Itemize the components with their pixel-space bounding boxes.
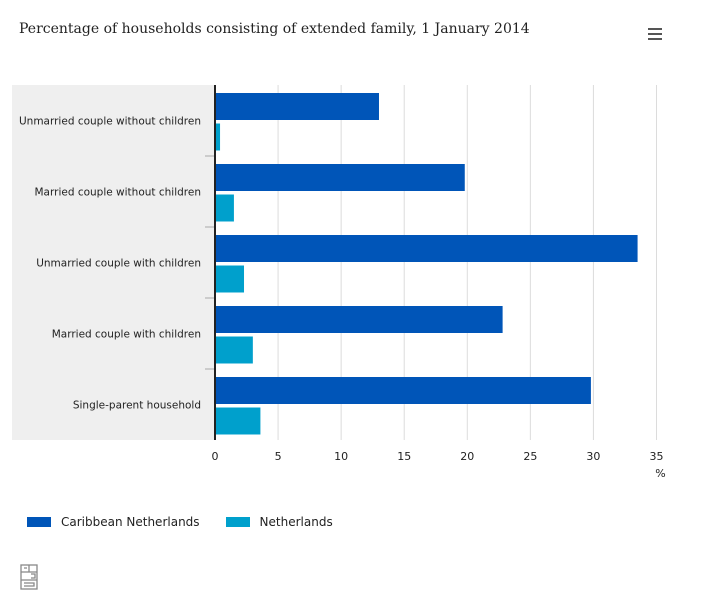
legend-label: Caribbean Netherlands <box>61 515 200 529</box>
legend-item-netherlands[interactable]: Netherlands <box>225 515 333 529</box>
x-tick-label: 15 <box>397 450 411 463</box>
cbs-logo <box>20 564 38 590</box>
category-label: Married couple with children <box>52 329 201 341</box>
legend-swatch <box>27 517 51 527</box>
bar-caribbean-netherlands <box>215 306 503 333</box>
bar-netherlands <box>215 265 245 293</box>
bar-caribbean-netherlands <box>215 93 379 120</box>
bar-caribbean-netherlands <box>215 164 465 191</box>
hamburger-menu-icon[interactable] <box>648 28 662 41</box>
category-label: Unmarried couple with children <box>36 258 201 270</box>
legend-label: Netherlands <box>259 515 333 529</box>
x-tick-label: 35 <box>650 450 664 463</box>
x-tick-label: 5 <box>275 450 282 463</box>
x-tick-label: 30 <box>586 450 600 463</box>
chart-title: Percentage of households consisting of e… <box>19 21 530 37</box>
x-tick-label: 10 <box>334 450 348 463</box>
x-tick-label: 25 <box>523 450 537 463</box>
legend-item-caribbean-netherlands[interactable]: Caribbean Netherlands <box>27 515 200 529</box>
bar-chart: 0 5 10 15 20 25 30 35% Unmarried couple without … <box>12 85 666 480</box>
bar-netherlands <box>215 407 261 435</box>
legend: Caribbean Netherlands Netherlands <box>27 515 333 529</box>
category-label-area <box>12 85 215 440</box>
category-label: Single-parent household <box>73 400 201 412</box>
bar-caribbean-netherlands <box>215 377 591 404</box>
x-tick-label: 20 <box>460 450 474 463</box>
bar-netherlands <box>215 194 234 222</box>
bar-netherlands <box>215 123 221 151</box>
legend-swatch <box>225 517 250 527</box>
bar-caribbean-netherlands <box>215 235 638 262</box>
x-axis-unit: % <box>655 467 665 480</box>
category-label: Unmarried couple without children <box>19 116 201 128</box>
x-tick-label: 0 <box>212 450 219 463</box>
bar-netherlands <box>215 336 253 364</box>
category-label: Married couple without children <box>35 187 202 199</box>
